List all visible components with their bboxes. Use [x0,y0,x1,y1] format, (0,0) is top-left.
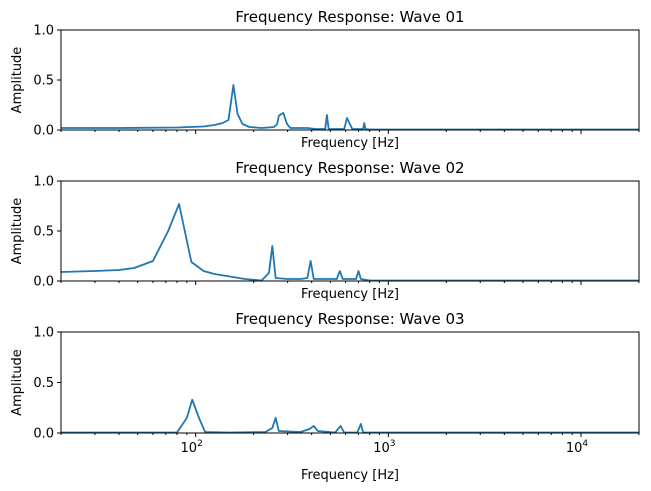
x-tick-base: 10 [373,441,390,456]
y-axis-label: Amplitude [10,198,25,265]
series-line [61,203,639,281]
y-tick-label: 0.0 [33,124,54,139]
subplot-2: Frequency Response: Wave 02 0.0 0.5 1.0 Freq… [10,159,640,302]
x-axis-label: Frequency [Hz] [301,287,399,302]
x-tick-exponent: 3 [390,439,396,449]
y-tick-label: 0.5 [33,74,54,89]
x-axis-label: Frequency [Hz] [301,468,399,483]
chart-title: Frequency Response: Wave 02 [235,159,464,177]
series-line [61,398,639,433]
y-tick-label: 1.0 [33,175,54,190]
x-tick-base: 10 [566,441,583,456]
chart-title: Frequency Response: Wave 01 [235,8,464,26]
y-tick-label: 0.0 [33,275,54,290]
axes-frame [60,29,640,131]
y-tick-label: 0.5 [33,225,54,240]
chart-title: Frequency Response: Wave 03 [235,310,464,328]
y-tick-label: 0.0 [33,427,54,442]
x-tick-label: 103 [373,439,395,456]
axes-frame [60,331,640,434]
x-tick-exponent: 2 [197,439,203,449]
y-tick-label: 0.5 [33,376,54,391]
axes-frame [60,180,640,282]
x-tick-base: 10 [181,441,198,456]
x-axis-label: Frequency [Hz] [301,136,399,151]
y-axis-label: Amplitude [10,47,25,114]
y-tick-label: 1.0 [33,24,54,39]
y-axis-label: Amplitude [10,349,25,416]
x-tick-exponent: 4 [582,439,588,449]
x-tick-label: 102 [181,439,203,456]
series-line [61,84,639,130]
subplot-1: Frequency Response: Wave 01 0.0 0.5 1.0 Freq… [10,8,640,151]
y-tick-label: 1.0 [33,326,54,341]
x-tick-label: 104 [566,439,589,456]
